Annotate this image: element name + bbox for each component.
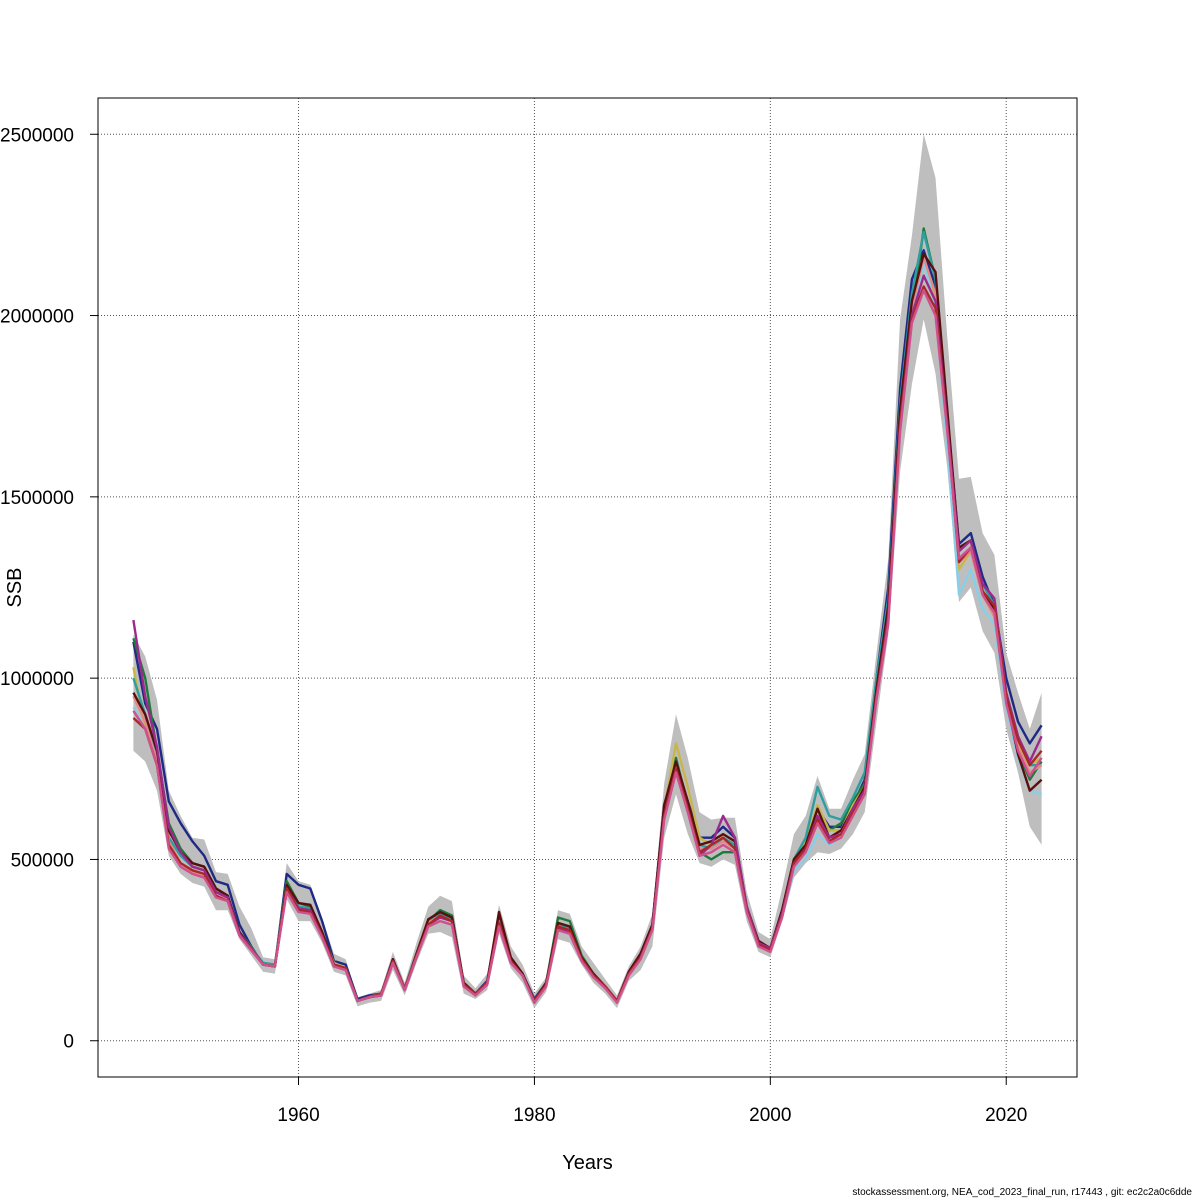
y-tick-label: 1500000 (0, 488, 74, 509)
x-tick-label: 1960 (277, 1105, 319, 1126)
x-tick-label: 1980 (513, 1105, 555, 1126)
confidence-band-area (133, 134, 1042, 1009)
y-tick-label: 500000 (11, 850, 74, 871)
y-tick-label: 1000000 (0, 669, 74, 690)
y-axis-title: SSB (4, 567, 26, 607)
x-tick-label: 2020 (985, 1105, 1027, 1126)
y-tick-label: 0 (63, 1032, 74, 1053)
x-axis-title: Years (562, 1152, 612, 1174)
series-lines (132, 227, 1043, 1004)
y-axis: 0 500000 1000000 1500000 2000000 2500000 (0, 125, 98, 1053)
confidence-band (133, 134, 1042, 1009)
footer-credit: stockassessment.org, NEA_cod_2023_final_… (852, 1187, 1192, 1198)
plot-frame (97, 97, 1078, 1078)
x-tick-label: 2000 (749, 1105, 791, 1126)
y-tick-label: 2000000 (0, 307, 74, 328)
grid-lines (98, 98, 1077, 1077)
series-line-5 (132, 230, 1042, 1003)
y-tick-label: 2500000 (0, 125, 74, 146)
series-line-10 (132, 289, 1043, 1004)
x-axis: 1960 1980 2000 2020 (277, 1077, 1027, 1126)
